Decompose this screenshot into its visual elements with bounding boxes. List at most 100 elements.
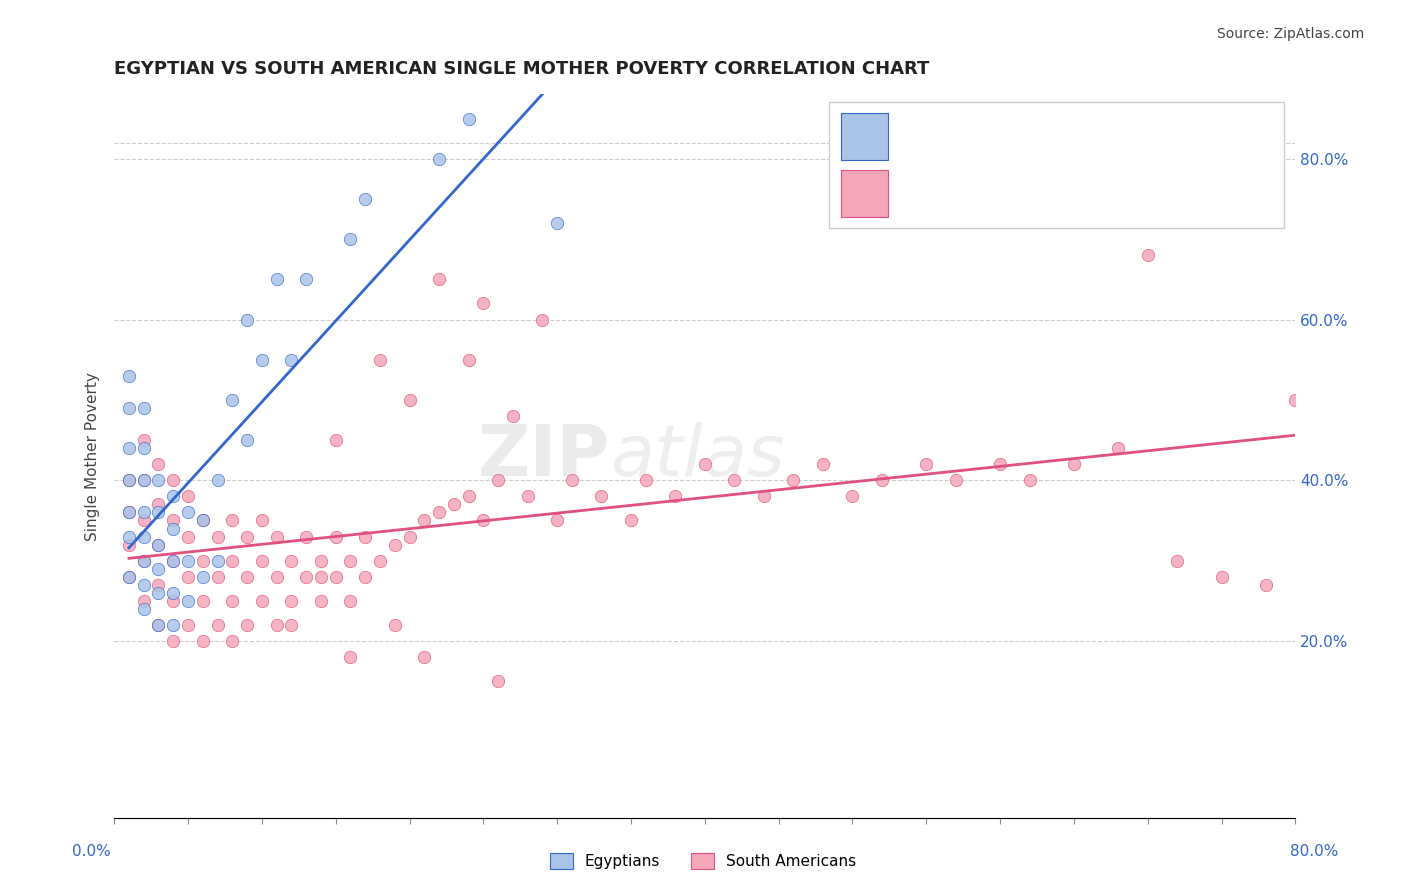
Point <box>207 530 229 544</box>
Point <box>162 586 184 600</box>
Point <box>148 578 170 592</box>
Point <box>309 570 332 584</box>
Point <box>486 674 509 689</box>
Point <box>236 570 259 584</box>
Text: 80.0%: 80.0% <box>1291 845 1339 859</box>
Point <box>118 505 141 519</box>
Point <box>266 570 288 584</box>
Point <box>531 312 554 326</box>
Point <box>752 489 775 503</box>
Point <box>132 505 155 519</box>
Point <box>221 634 243 648</box>
Text: R =  0.213: R = 0.213 <box>905 186 994 203</box>
Point <box>620 514 643 528</box>
Point <box>118 505 141 519</box>
Point <box>398 392 420 407</box>
Point <box>354 570 377 584</box>
Point <box>368 352 391 367</box>
Point <box>191 554 214 568</box>
FancyBboxPatch shape <box>841 170 889 218</box>
Point <box>339 554 361 568</box>
Text: ZIP: ZIP <box>478 422 610 491</box>
Point <box>1018 473 1040 487</box>
Point <box>191 634 214 648</box>
Point <box>148 586 170 600</box>
Point <box>148 618 170 632</box>
Point <box>325 433 347 447</box>
Point <box>280 594 302 608</box>
Point <box>427 505 450 519</box>
Point <box>266 272 288 286</box>
Point <box>132 473 155 487</box>
Point <box>118 570 141 584</box>
Point <box>472 296 495 310</box>
Point <box>309 594 332 608</box>
Point <box>132 554 155 568</box>
Point <box>132 514 155 528</box>
Point <box>148 538 170 552</box>
Text: Source: ZipAtlas.com: Source: ZipAtlas.com <box>1216 27 1364 41</box>
Point <box>148 618 170 632</box>
Point <box>486 473 509 487</box>
Point <box>1284 392 1306 407</box>
Point <box>339 594 361 608</box>
Point <box>132 401 155 415</box>
Point <box>236 618 259 632</box>
Point <box>280 352 302 367</box>
Legend: Egyptians, South Americans: Egyptians, South Americans <box>544 847 862 875</box>
Point <box>457 352 479 367</box>
Point <box>148 538 170 552</box>
Point <box>634 473 657 487</box>
Text: R = 0.568: R = 0.568 <box>905 127 988 145</box>
Point <box>132 578 155 592</box>
Point <box>118 368 141 383</box>
Point <box>354 192 377 206</box>
Point <box>132 473 155 487</box>
Y-axis label: Single Mother Poverty: Single Mother Poverty <box>86 372 100 541</box>
Point <box>177 505 200 519</box>
Point <box>118 570 141 584</box>
Point <box>325 570 347 584</box>
Point <box>915 457 938 471</box>
Text: N =  45: N = 45 <box>1077 127 1144 145</box>
Point <box>118 441 141 455</box>
Point <box>177 618 200 632</box>
Point <box>207 618 229 632</box>
Point <box>221 514 243 528</box>
Point <box>148 457 170 471</box>
Point <box>1063 457 1085 471</box>
Point <box>309 554 332 568</box>
Point <box>177 530 200 544</box>
Point <box>811 457 834 471</box>
Point <box>162 554 184 568</box>
Point <box>443 497 465 511</box>
Point <box>280 618 302 632</box>
Point <box>325 530 347 544</box>
Point <box>664 489 686 503</box>
Point <box>413 650 436 665</box>
Point <box>988 457 1011 471</box>
Point <box>266 530 288 544</box>
Point <box>177 570 200 584</box>
Point <box>693 457 716 471</box>
Point <box>148 505 170 519</box>
Point <box>148 497 170 511</box>
Point <box>339 650 361 665</box>
Point <box>354 530 377 544</box>
Point <box>516 489 538 503</box>
Point <box>221 392 243 407</box>
Point <box>118 530 141 544</box>
Text: EGYPTIAN VS SOUTH AMERICAN SINGLE MOTHER POVERTY CORRELATION CHART: EGYPTIAN VS SOUTH AMERICAN SINGLE MOTHER… <box>114 60 929 78</box>
Point <box>295 570 318 584</box>
Point <box>132 441 155 455</box>
Point <box>591 489 613 503</box>
Point <box>250 352 273 367</box>
Point <box>191 514 214 528</box>
Point <box>295 272 318 286</box>
Point <box>1107 441 1129 455</box>
Point <box>945 473 967 487</box>
Point <box>546 216 568 230</box>
Point <box>384 538 406 552</box>
Point <box>546 514 568 528</box>
Point <box>162 618 184 632</box>
